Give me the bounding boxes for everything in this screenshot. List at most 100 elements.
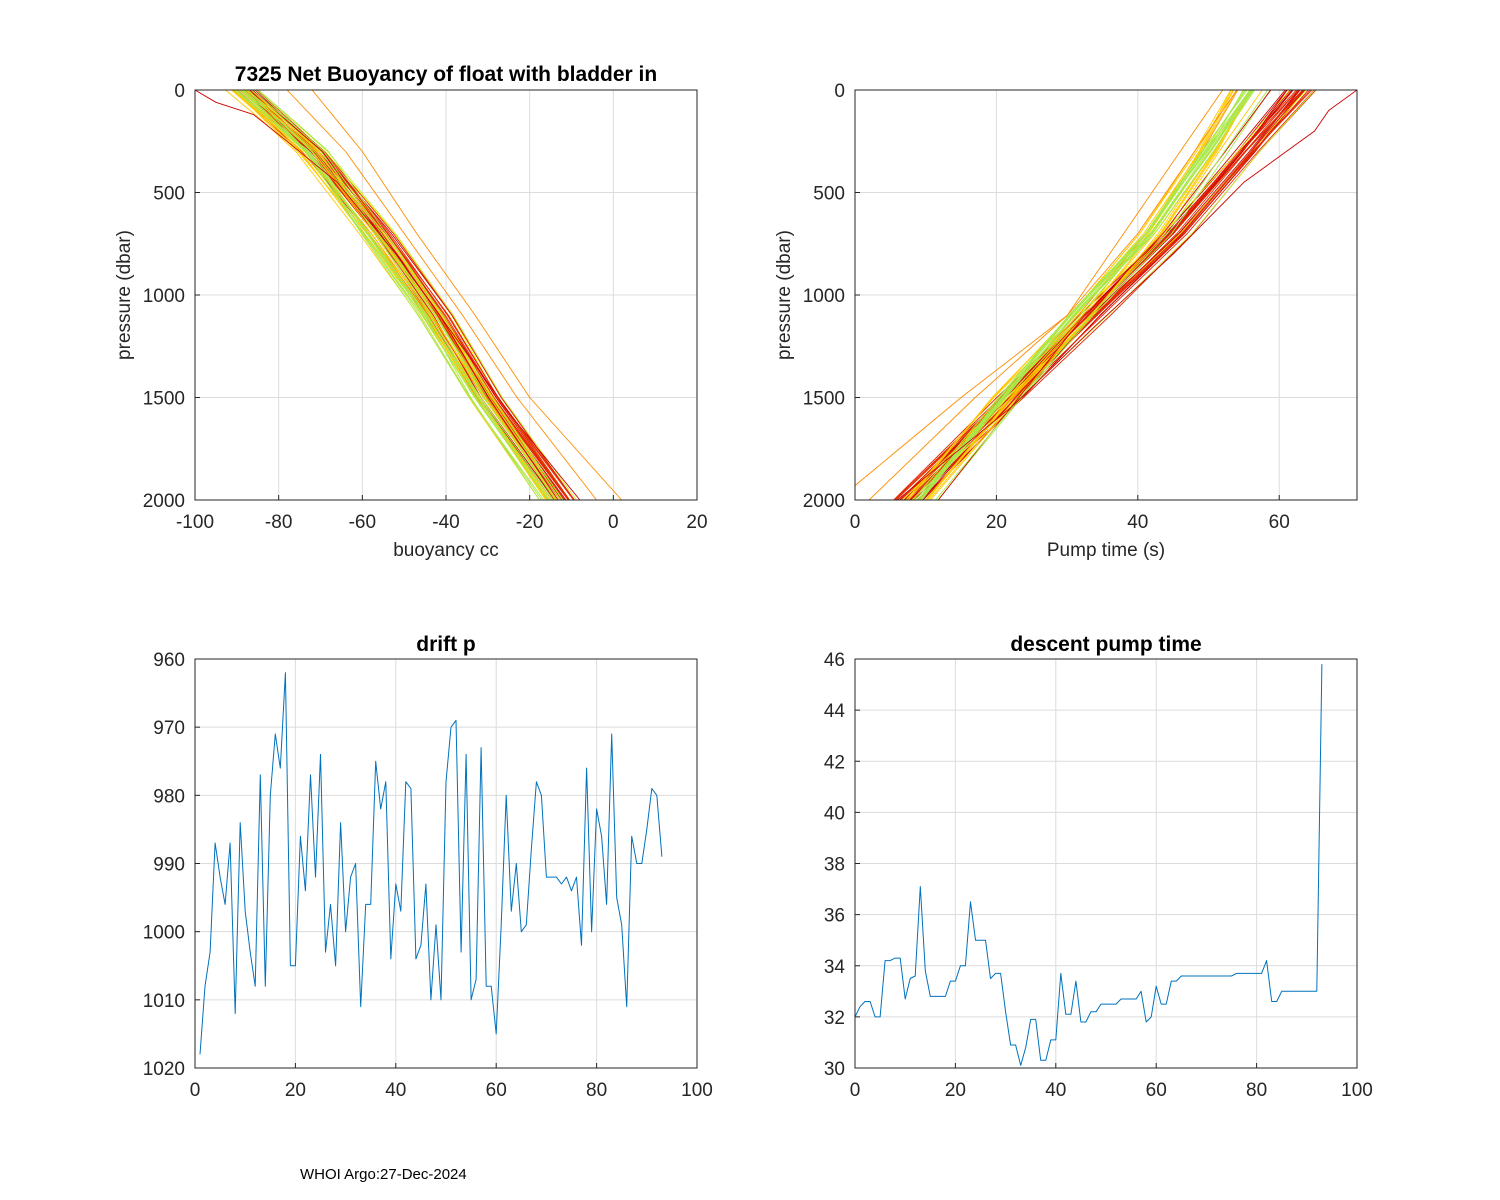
drift-series-line (199, 672, 663, 1055)
y-tick-label: 970 (153, 718, 185, 739)
y-tick-label: 990 (153, 855, 185, 876)
chart-title: drift p (416, 633, 475, 656)
profile-line-bundle-lime (915, 90, 1248, 500)
descent-series-line (855, 664, 1323, 1066)
profile-line-bundle-lime (937, 90, 1272, 500)
profile-line-bundle-lime (247, 90, 554, 500)
profile-line-surface-red (195, 90, 581, 500)
x-tick-label: 20 (686, 512, 707, 533)
y-tick-label: 2000 (143, 491, 185, 512)
y-tick-label: 34 (824, 957, 846, 978)
profile-line-bundle-dark-red (906, 90, 1311, 500)
pump-time-panel: 0 20 40 60 0 500 1000 1500 2000 Pump time (s) p… (774, 81, 1358, 561)
y-tick-label: 46 (824, 650, 845, 671)
descent-pump-time-panel: 0 20 40 60 80 100 30 32 34 36 38 40 42 44 46 descent … (824, 633, 1373, 1101)
y-tick-label: 1010 (143, 991, 185, 1012)
y-axis-label: pressure (dbar) (114, 230, 135, 360)
y-tick-label: 36 (824, 906, 845, 927)
y-tick-labels: 960 970 980 990 1000 1010 1020 (143, 650, 185, 1080)
x-tick-label: 0 (190, 1080, 201, 1101)
x-tick-labels: 0 20 40 60 80 100 (850, 1080, 1373, 1101)
y-tick-labels: 0 500 1000 1500 2000 (803, 81, 845, 512)
profile-line-bundle-yellow (245, 90, 561, 500)
x-tick-labels: 0 20 40 60 (850, 512, 1290, 533)
x-tick-label: 40 (385, 1080, 406, 1101)
y-tick-labels: 30 32 34 36 38 40 42 44 46 (824, 650, 846, 1080)
x-tick-label: -80 (265, 512, 292, 533)
y-tick-label: 1000 (803, 286, 845, 307)
x-tick-label: 80 (1246, 1080, 1267, 1101)
profile-line-bundle-lime (930, 90, 1263, 500)
x-tick-label: 0 (608, 512, 619, 533)
profile-line-offset-orange-2 (286, 90, 597, 500)
profile-line-bundle-lime (258, 90, 564, 500)
y-tick-label: 0 (174, 81, 185, 102)
y-tick-label: 500 (153, 184, 185, 205)
profile-line-bundle-lime (251, 90, 558, 500)
x-tick-label: 80 (586, 1080, 607, 1101)
profile-line-bundle-lime (234, 90, 540, 500)
y-tick-label: 980 (153, 786, 185, 807)
axes-box (194, 89, 698, 501)
y-tick-label: 0 (834, 81, 845, 102)
x-tick-labels: -100 -80 -60 -40 -20 0 20 (176, 512, 708, 533)
profile-line-offset-orange-1 (311, 90, 623, 500)
chart-title: descent pump time (1010, 633, 1201, 656)
x-tick-label: 100 (681, 1080, 713, 1101)
x-tick-label: 40 (1045, 1080, 1066, 1101)
profile-line-bundle-lime (937, 90, 1271, 500)
x-tick-label: 0 (850, 512, 861, 533)
x-tick-label: -40 (432, 512, 459, 533)
profile-line-bundle-dark-red (258, 90, 577, 500)
profile-line-offset-orange-2 (868, 90, 1238, 500)
axes-box (854, 658, 1358, 1069)
y-tick-label: 1500 (803, 389, 845, 410)
profile-line-bundle-dark-red (904, 90, 1309, 500)
profile-line-bundle-lime (935, 90, 1269, 500)
y-tick-label: 30 (824, 1059, 845, 1080)
y-axis-label: pressure (dbar) (774, 230, 795, 360)
profile-line-bundle-lime (917, 90, 1251, 500)
x-tick-labels: 0 20 40 60 80 100 (190, 1080, 713, 1101)
axes-box (854, 89, 1358, 501)
y-tick-label: 44 (824, 701, 846, 722)
y-tick-label: 1000 (143, 923, 185, 944)
x-tick-label: 20 (945, 1080, 966, 1101)
profile-line-bundle-lime (243, 90, 549, 500)
y-tick-label: 960 (153, 650, 185, 671)
series-group (195, 90, 623, 500)
profile-line-bundle-dark-red (910, 90, 1315, 500)
x-axis-label: buoyancy cc (393, 540, 499, 561)
y-tick-label: 40 (824, 803, 845, 824)
x-tick-label: 60 (486, 1080, 507, 1101)
profile-line-surface-red (897, 90, 1357, 500)
y-tick-labels: 0 500 1000 1500 2000 (143, 81, 185, 512)
x-tick-label: 20 (285, 1080, 306, 1101)
x-tick-label: 20 (986, 512, 1007, 533)
series-group (855, 664, 1323, 1066)
profile-line-bundle-lime (921, 90, 1255, 500)
y-tick-label: 1020 (143, 1059, 185, 1080)
series-group (199, 672, 663, 1055)
chart-title: 7325 Net Buoyancy of float with bladder … (235, 63, 657, 86)
profile-line-bundle-yellow (905, 90, 1232, 500)
axes-box (194, 658, 698, 1069)
y-tick-label: 42 (824, 752, 845, 773)
x-tick-label: 60 (1269, 512, 1290, 533)
y-tick-label: 1000 (143, 286, 185, 307)
y-tick-label: 2000 (803, 491, 845, 512)
x-tick-label: -60 (349, 512, 376, 533)
x-tick-label: -20 (516, 512, 543, 533)
y-tick-label: 38 (824, 855, 845, 876)
profile-line-offset-orange-1 (855, 90, 1224, 486)
profile-line-bundle-lime (913, 90, 1246, 500)
x-tick-label: 40 (1127, 512, 1148, 533)
y-tick-label: 32 (824, 1008, 845, 1029)
profile-line-bundle-lime (251, 90, 557, 500)
series-group (855, 90, 1357, 500)
y-tick-label: 500 (813, 184, 845, 205)
x-axis-label: Pump time (s) (1047, 540, 1165, 561)
profile-line-bundle-yellow (926, 90, 1253, 500)
footer-credit: WHOI Argo:27-Dec-2024 (300, 1166, 467, 1183)
